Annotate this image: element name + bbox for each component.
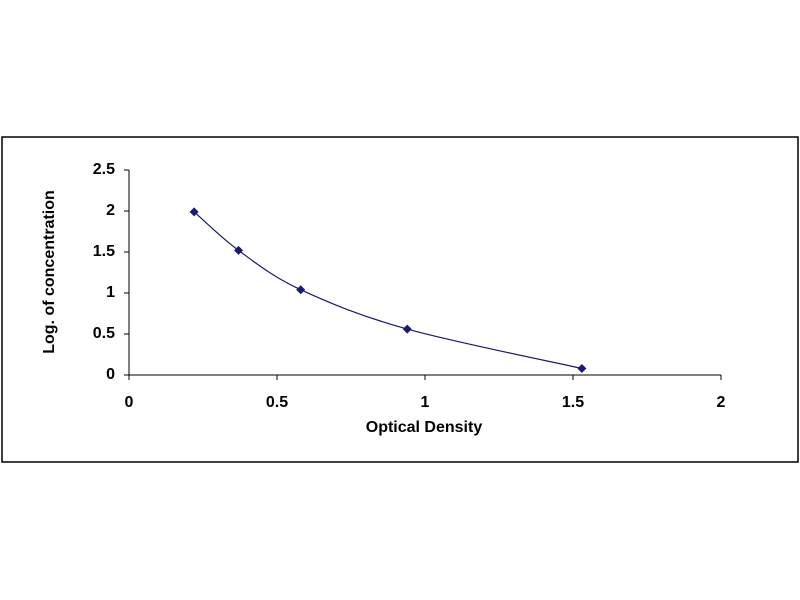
x-tick-label: 2 (717, 394, 726, 411)
x-axis-label: Optical Density (366, 419, 483, 436)
data-point (577, 363, 587, 373)
y-axis-label: Log. of concentration (41, 190, 58, 354)
y-tick-label: 2.5 (93, 161, 115, 178)
y-tick-label: 0.5 (93, 325, 115, 342)
y-tick-label: 1 (106, 284, 115, 301)
data-point (296, 285, 306, 295)
y-tick-label: 2 (106, 202, 115, 219)
x-tick-label: 0 (125, 394, 134, 411)
data-point (189, 207, 199, 217)
y-tick-label: 0 (106, 366, 115, 383)
chart-frame (1, 136, 799, 463)
x-tick-label: 0.5 (266, 394, 288, 411)
x-tick-label: 1.5 (562, 394, 584, 411)
data-point (402, 324, 412, 334)
x-tick-label: 1 (421, 394, 430, 411)
data-point (234, 245, 244, 255)
fit-curve (193, 211, 583, 370)
y-tick-label: 1.5 (93, 243, 115, 260)
